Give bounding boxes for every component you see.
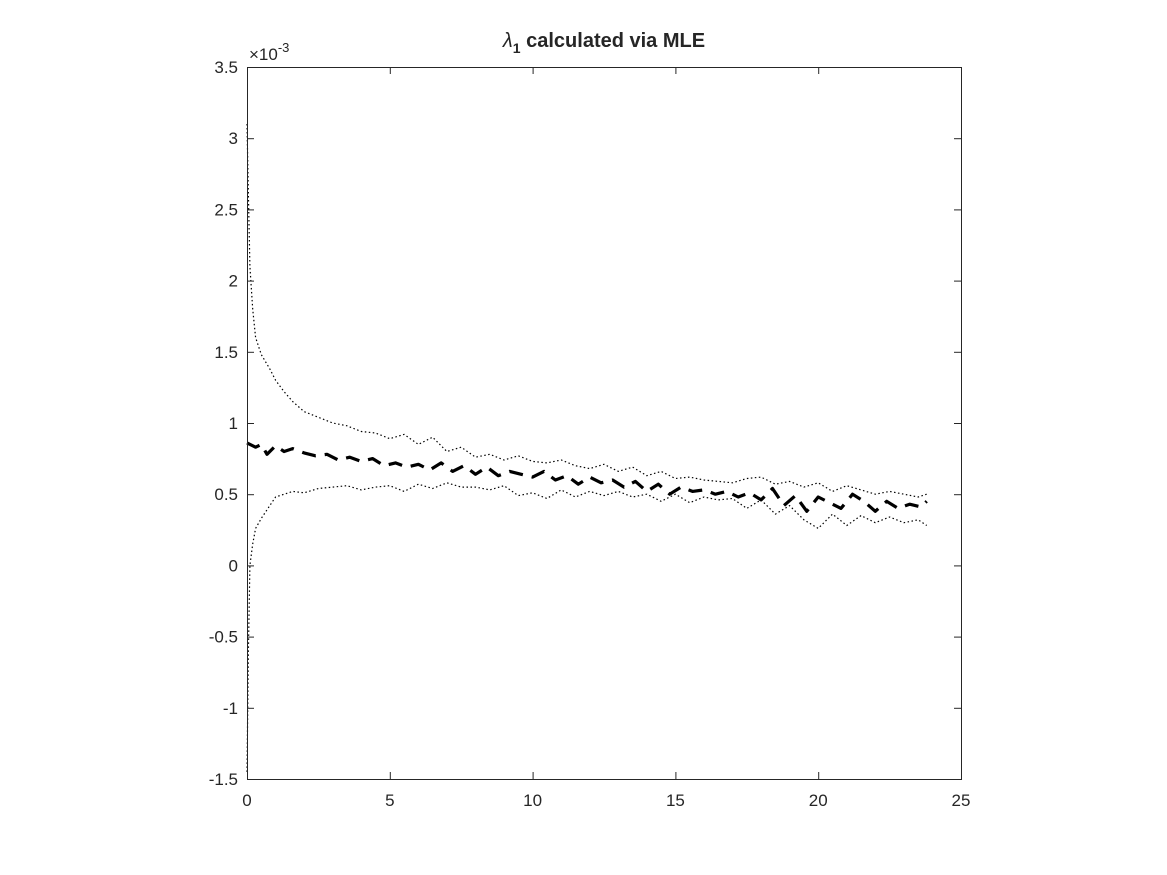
- x-tick-label: 25: [952, 791, 971, 810]
- title-subscript: 1: [513, 40, 521, 56]
- y-tick-label: -1.5: [209, 770, 238, 789]
- x-tick-label: 10: [523, 791, 542, 810]
- y-tick-label: 3.5: [214, 58, 238, 77]
- series-line-upper-bound: [246, 123, 927, 498]
- y-tick-label: 2.5: [214, 200, 238, 219]
- y-exponent-multiplier: ×10: [249, 45, 278, 64]
- y-tick-label: -1: [223, 699, 238, 718]
- y-tick-label: 2: [229, 272, 238, 291]
- plot-area: [247, 67, 961, 779]
- x-tick-label: 15: [666, 791, 685, 810]
- series-line-lower-bound: [246, 482, 928, 772]
- x-tick-label: 5: [385, 791, 394, 810]
- chart-title: λ1 calculated via MLE: [502, 30, 705, 56]
- y-axis-exponent: ×10-3: [249, 40, 289, 64]
- y-tick-label: 3: [229, 129, 238, 148]
- tick-layer: 0 5 10 15 20 25 -1.5 -1 -0.5 0 0.5 1 1.5 2 2.5 3 3.5: [209, 58, 971, 810]
- title-symbol: λ: [502, 30, 513, 52]
- series-line-estimate: [246, 441, 928, 513]
- y-tick-label: 0: [229, 556, 238, 575]
- x-tick-label: 0: [242, 791, 251, 810]
- y-tick-label: 1.5: [214, 343, 238, 362]
- y-tick-label: 1: [229, 414, 238, 433]
- y-exponent-power: -3: [278, 40, 290, 55]
- x-tick-label: 20: [809, 791, 828, 810]
- y-tick-label: 0.5: [214, 485, 238, 504]
- series-layer: [246, 123, 928, 772]
- y-tick-label: -0.5: [209, 628, 238, 647]
- title-rest: calculated via MLE: [521, 30, 706, 52]
